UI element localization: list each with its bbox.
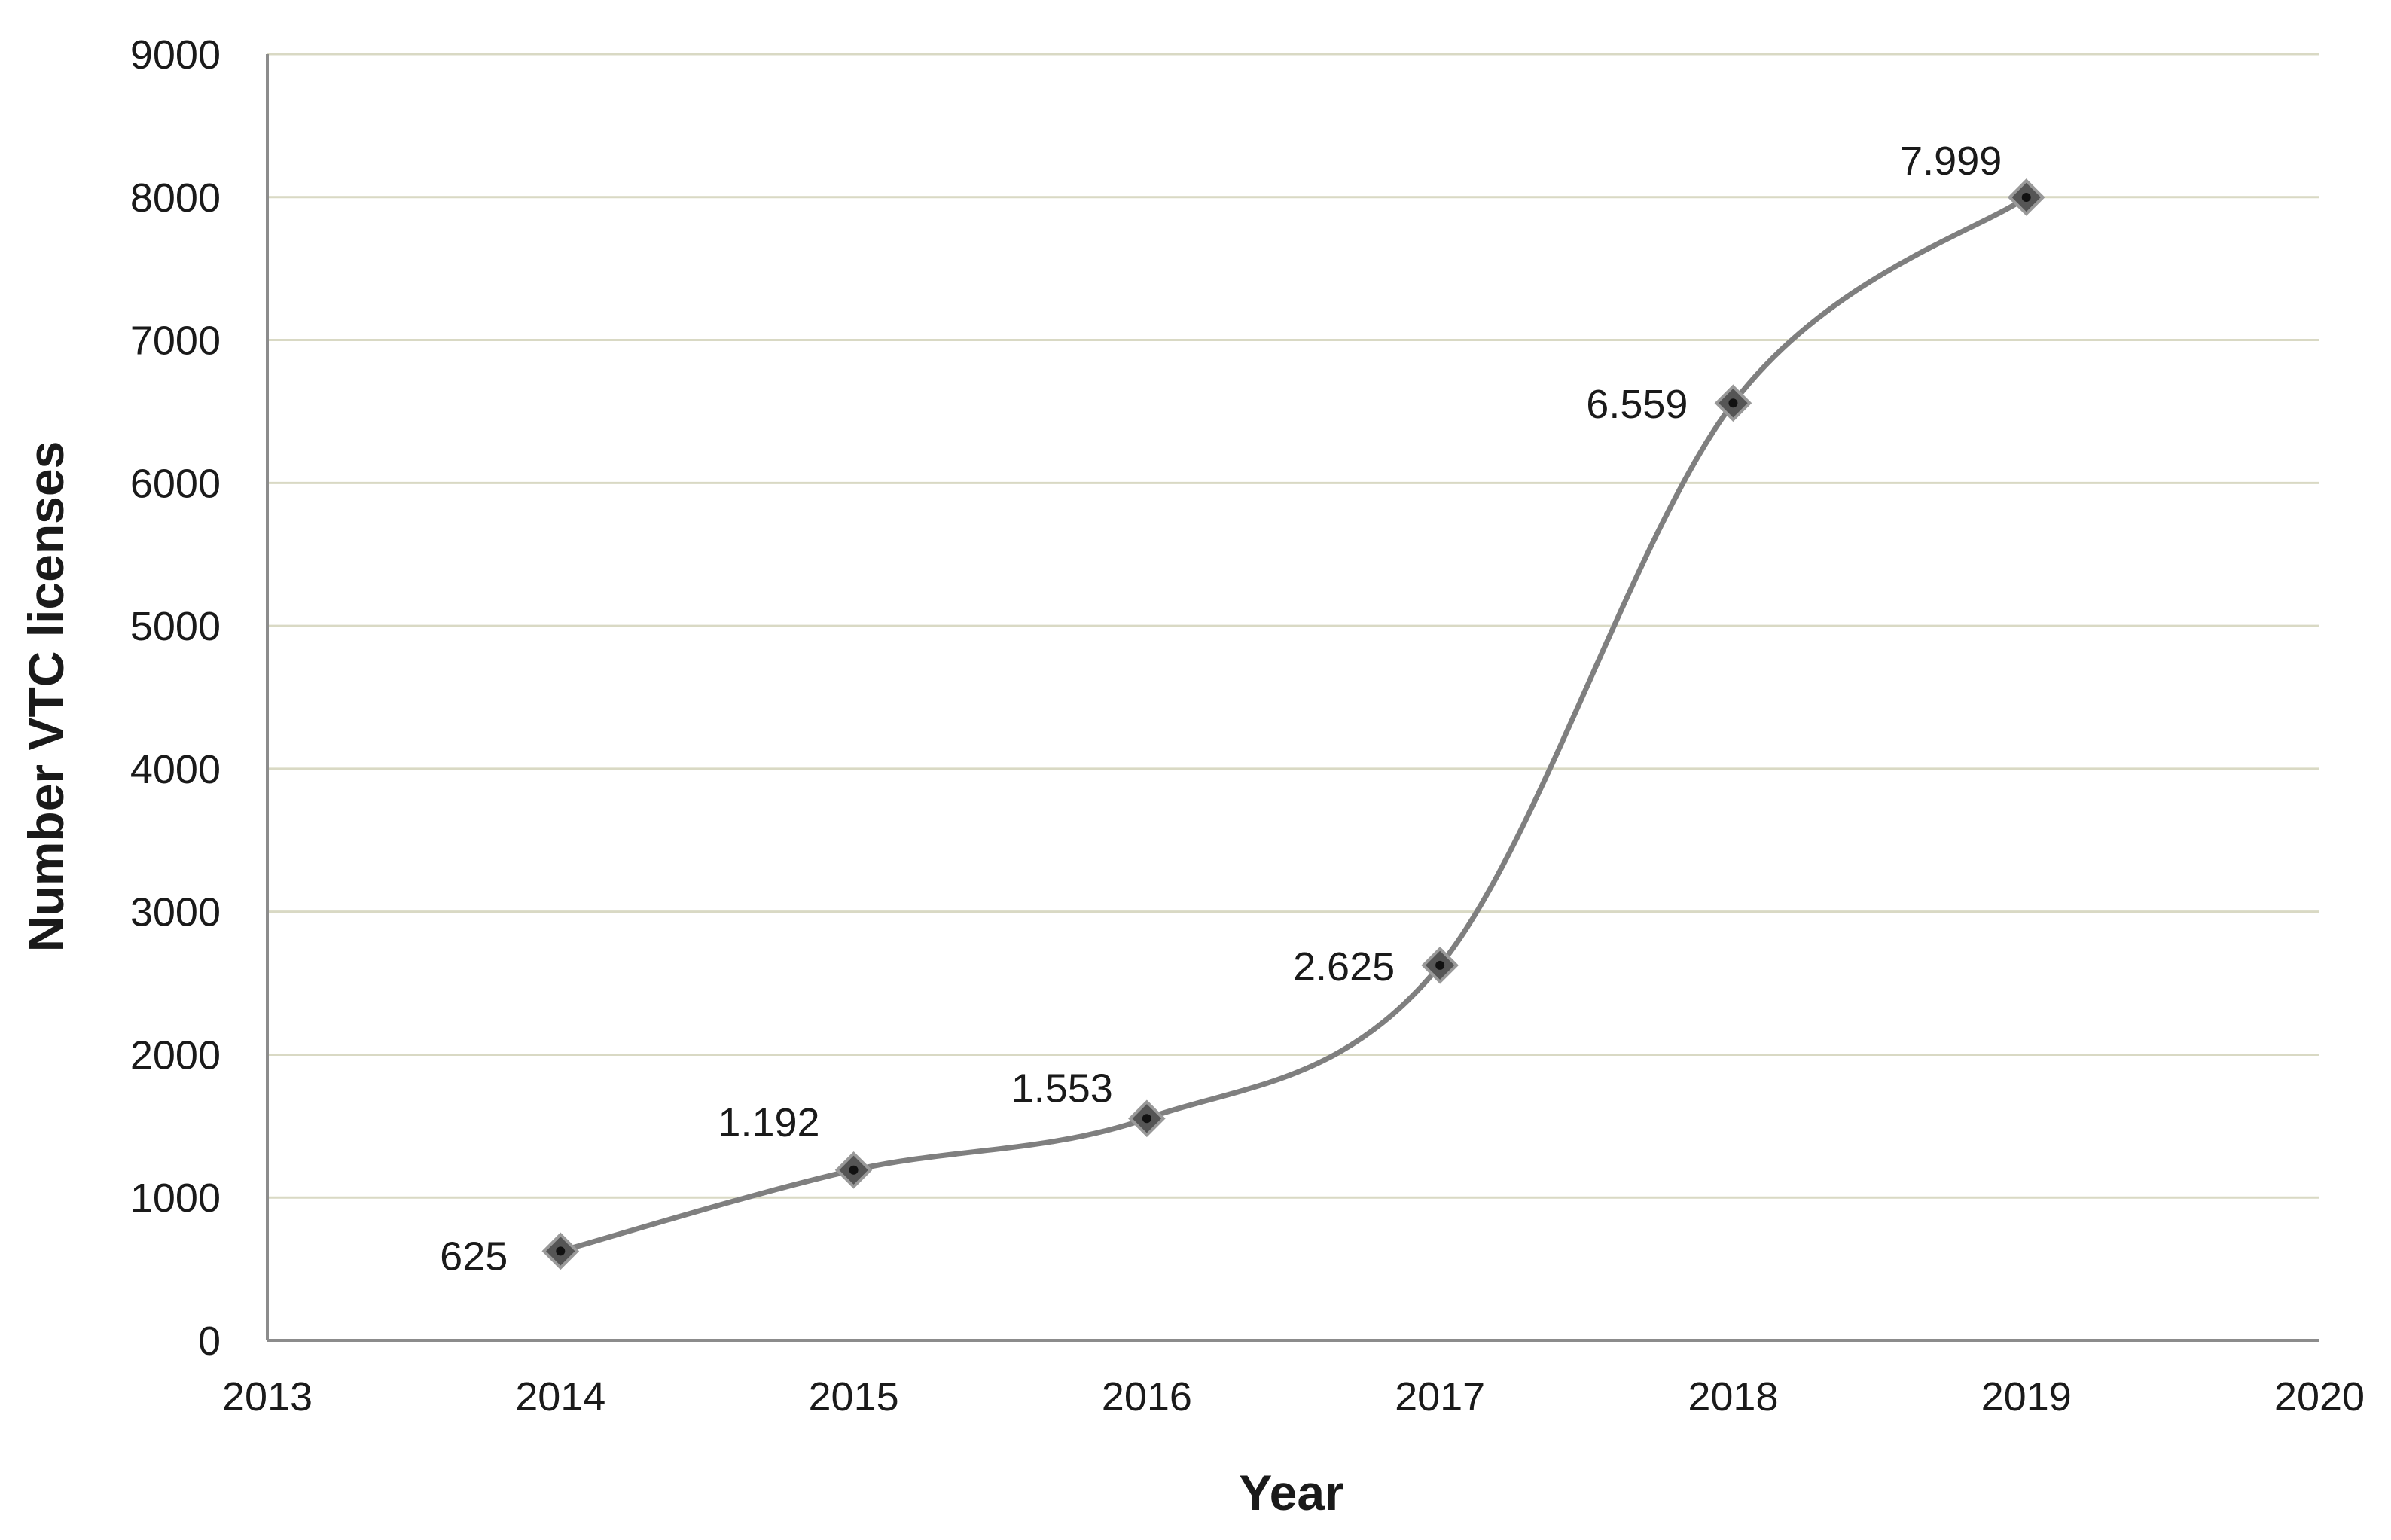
axes: 0 1000 2000 3000 4000 5000 6000 7000 8000 9000 201…	[130, 32, 2365, 1420]
x-tick-label-2020: 2020	[2274, 1374, 2365, 1420]
data-label-2015: 1.192	[718, 1100, 819, 1145]
x-tick-label-2015: 2015	[809, 1374, 899, 1420]
data-point-center-2016	[1142, 1114, 1151, 1124]
data-label-2019: 7.999	[1900, 139, 2002, 184]
y-tick-label-0: 0	[198, 1319, 221, 1364]
series-line-0	[557, 194, 2030, 1254]
data-label-2017: 2.625	[1293, 944, 1395, 990]
data-point-center-2015	[849, 1165, 859, 1175]
y-tick-label-3000: 3000	[130, 890, 221, 935]
x-tick-label-2019: 2019	[1981, 1374, 2072, 1420]
y-tick-label-8000: 8000	[130, 175, 221, 221]
data-point-center-2017	[1435, 960, 1445, 970]
data-point-center-2019	[2021, 192, 2031, 202]
x-axis-title: Year	[1239, 1465, 1343, 1520]
x-tick-label-2013: 2013	[222, 1374, 313, 1420]
data-labels: 625 1.192 1.553 2.625 6.559 7.999	[440, 139, 2002, 1279]
data-label-2014: 625	[440, 1234, 508, 1279]
y-tick-label-5000: 5000	[130, 604, 221, 649]
x-tick-label-2016: 2016	[1102, 1374, 1192, 1420]
y-axis-title: Number VTC licenses	[18, 441, 74, 953]
y-tick-label-2000: 2000	[130, 1032, 221, 1078]
x-tick-label-2018: 2018	[1688, 1374, 1778, 1420]
data-point-center-2014	[556, 1246, 566, 1256]
y-tick-label-7000: 7000	[130, 319, 221, 364]
gridlines	[267, 53, 2319, 1199]
y-tick-label-1000: 1000	[130, 1176, 221, 1221]
y-tick-label-9000: 9000	[130, 32, 221, 78]
data-points	[541, 178, 2045, 1270]
x-tick-label-2014: 2014	[515, 1374, 605, 1420]
data-label-2016: 1.553	[1011, 1066, 1113, 1111]
data-point-center-2018	[1728, 398, 1738, 408]
series-line	[557, 194, 2030, 1254]
data-label-2018: 6.559	[1586, 382, 1688, 427]
y-tick-label-6000: 6000	[130, 461, 221, 506]
x-tick-label-2017: 2017	[1395, 1374, 1485, 1420]
y-tick-label-4000: 4000	[130, 747, 221, 792]
